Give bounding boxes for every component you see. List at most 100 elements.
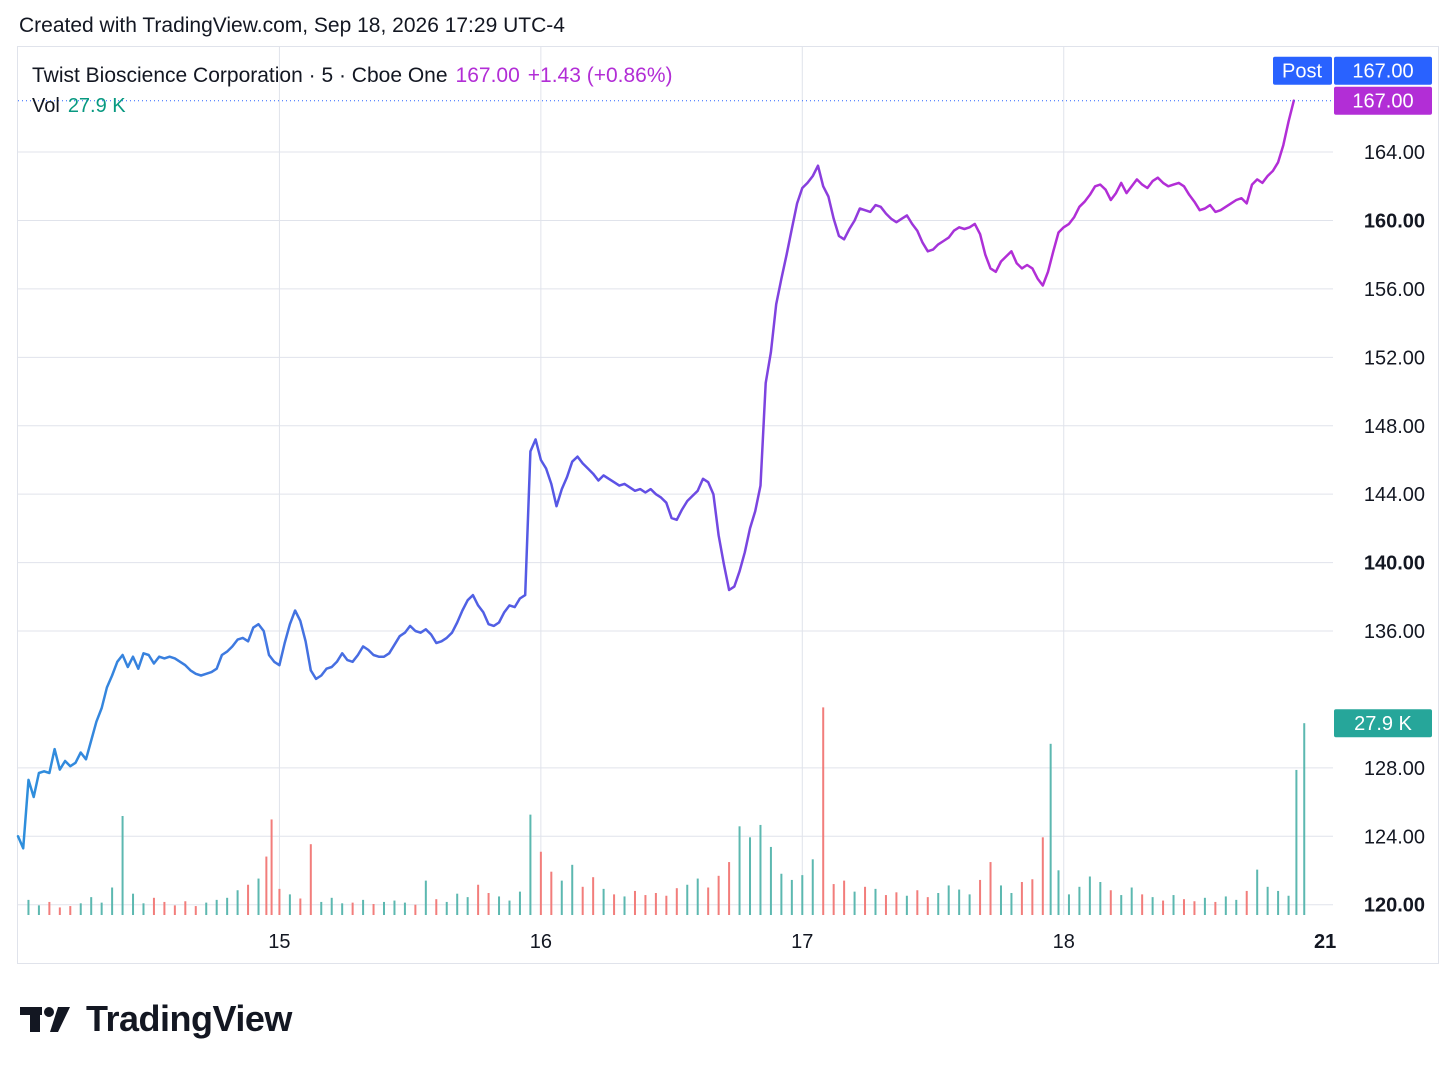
volume-bar [738,826,741,915]
volume-bar [926,897,929,915]
volume-legend: Vol 27.9 K [32,95,126,118]
y-tick-label: 148.00 [1364,416,1425,438]
volume-bar [236,890,239,915]
volume-bar [508,900,511,915]
volume-bar [602,888,605,915]
x-tick-label: 21 [1314,931,1336,953]
volume-bar [456,893,459,915]
volume-bar [265,856,268,915]
volume-bar [424,880,427,915]
post-price-badge: 167.00 [1352,61,1413,83]
tradingview-logo[interactable]: TradingView [20,998,292,1040]
x-tick-label: 16 [530,931,552,953]
volume-bar [1141,894,1144,915]
volume-bar [309,844,312,915]
last-price: 167.00 [455,64,520,87]
volume-bar [571,864,574,915]
volume-bar [560,880,563,915]
volume-bar [937,893,940,915]
volume-bar [654,893,657,915]
symbol-name[interactable]: Twist Bioscience Corporation · 5 · Cboe … [32,64,448,87]
post-badge-label-bg [1273,56,1332,85]
volume-bar [665,895,668,915]
y-tick-label: 156.00 [1364,279,1425,301]
volume-bar [58,907,61,915]
volume-bar [550,871,553,915]
y-tick-label: 120.00 [1364,895,1425,917]
volume-bar [1120,895,1123,915]
volume-bar [1010,893,1013,915]
volume-bar [1256,869,1259,915]
post-badge-label: Post [1282,61,1322,83]
volume-bar [173,905,176,915]
volume-bar [728,862,731,915]
volume-bar [1224,896,1227,915]
volume-bar [1193,901,1196,915]
volume-bar [1203,897,1206,915]
volume-bar [633,890,636,915]
volume-bar [487,893,490,915]
volume-bar [90,897,93,915]
volume-bar [330,897,333,915]
volume-bar [111,887,114,915]
volume-bar [1277,890,1280,915]
volume-bar [780,873,783,915]
volume-bar [979,879,982,915]
volume-bar [759,824,762,915]
volume-bar [832,884,835,915]
volume-bar [1245,890,1248,915]
volume-bar [1057,870,1060,915]
volume-bar [843,880,846,915]
volume-bar [822,707,825,915]
volume-bar [1109,890,1112,915]
volume-bar [351,902,354,915]
y-tick-label: 128.00 [1364,758,1425,780]
volume-bar [215,899,218,915]
volume-bar [1031,879,1034,915]
volume-bar [152,897,155,915]
volume-bar [958,889,961,915]
volume-bar [989,862,992,915]
volume-bar [895,892,898,915]
x-tick-label: 18 [1053,931,1075,953]
volume-bar [1151,897,1154,915]
volume-bar [320,901,323,915]
chart-caption: Created with TradingView.com, Sep 18, 20… [19,14,565,37]
volume-bar [27,899,30,915]
volume-bar [916,890,919,915]
volume-bar [749,837,752,915]
volume-bar [968,894,971,915]
volume-bar [999,885,1002,915]
volume-bar [194,906,197,915]
volume-label[interactable]: Vol [32,95,60,117]
volume-bar [414,904,417,915]
volume-bar [1287,895,1290,915]
price-change: +1.43 (+0.86%) [527,64,673,87]
volume-bar [132,893,135,915]
volume-bar [1020,882,1023,915]
volume-bar [1303,723,1306,915]
volume-bar [592,877,595,915]
symbol-legend: Twist Bioscience Corporation · 5 · Cboe … [32,64,673,88]
volume-bar [498,896,501,915]
volume-bar [299,898,302,915]
volume-bar [362,899,365,915]
volume-bar [1041,837,1044,915]
volume-bar [184,901,187,915]
volume-bar [675,888,678,915]
volume-bar [1162,900,1165,915]
y-tick-label: 152.00 [1364,347,1425,369]
volume-bar [247,884,250,915]
volume-bar [205,902,208,915]
volume-bar [1130,887,1133,915]
volume-bar [163,901,166,915]
y-tick-label: 124.00 [1364,826,1425,848]
volume-bar [79,903,82,915]
volume-bar [37,905,40,915]
last-price-badge: 167.00 [1352,91,1413,113]
volume-bar [1088,876,1091,915]
volume-bar [121,816,124,915]
volume-bar [48,901,51,915]
volume-bar [529,814,532,915]
